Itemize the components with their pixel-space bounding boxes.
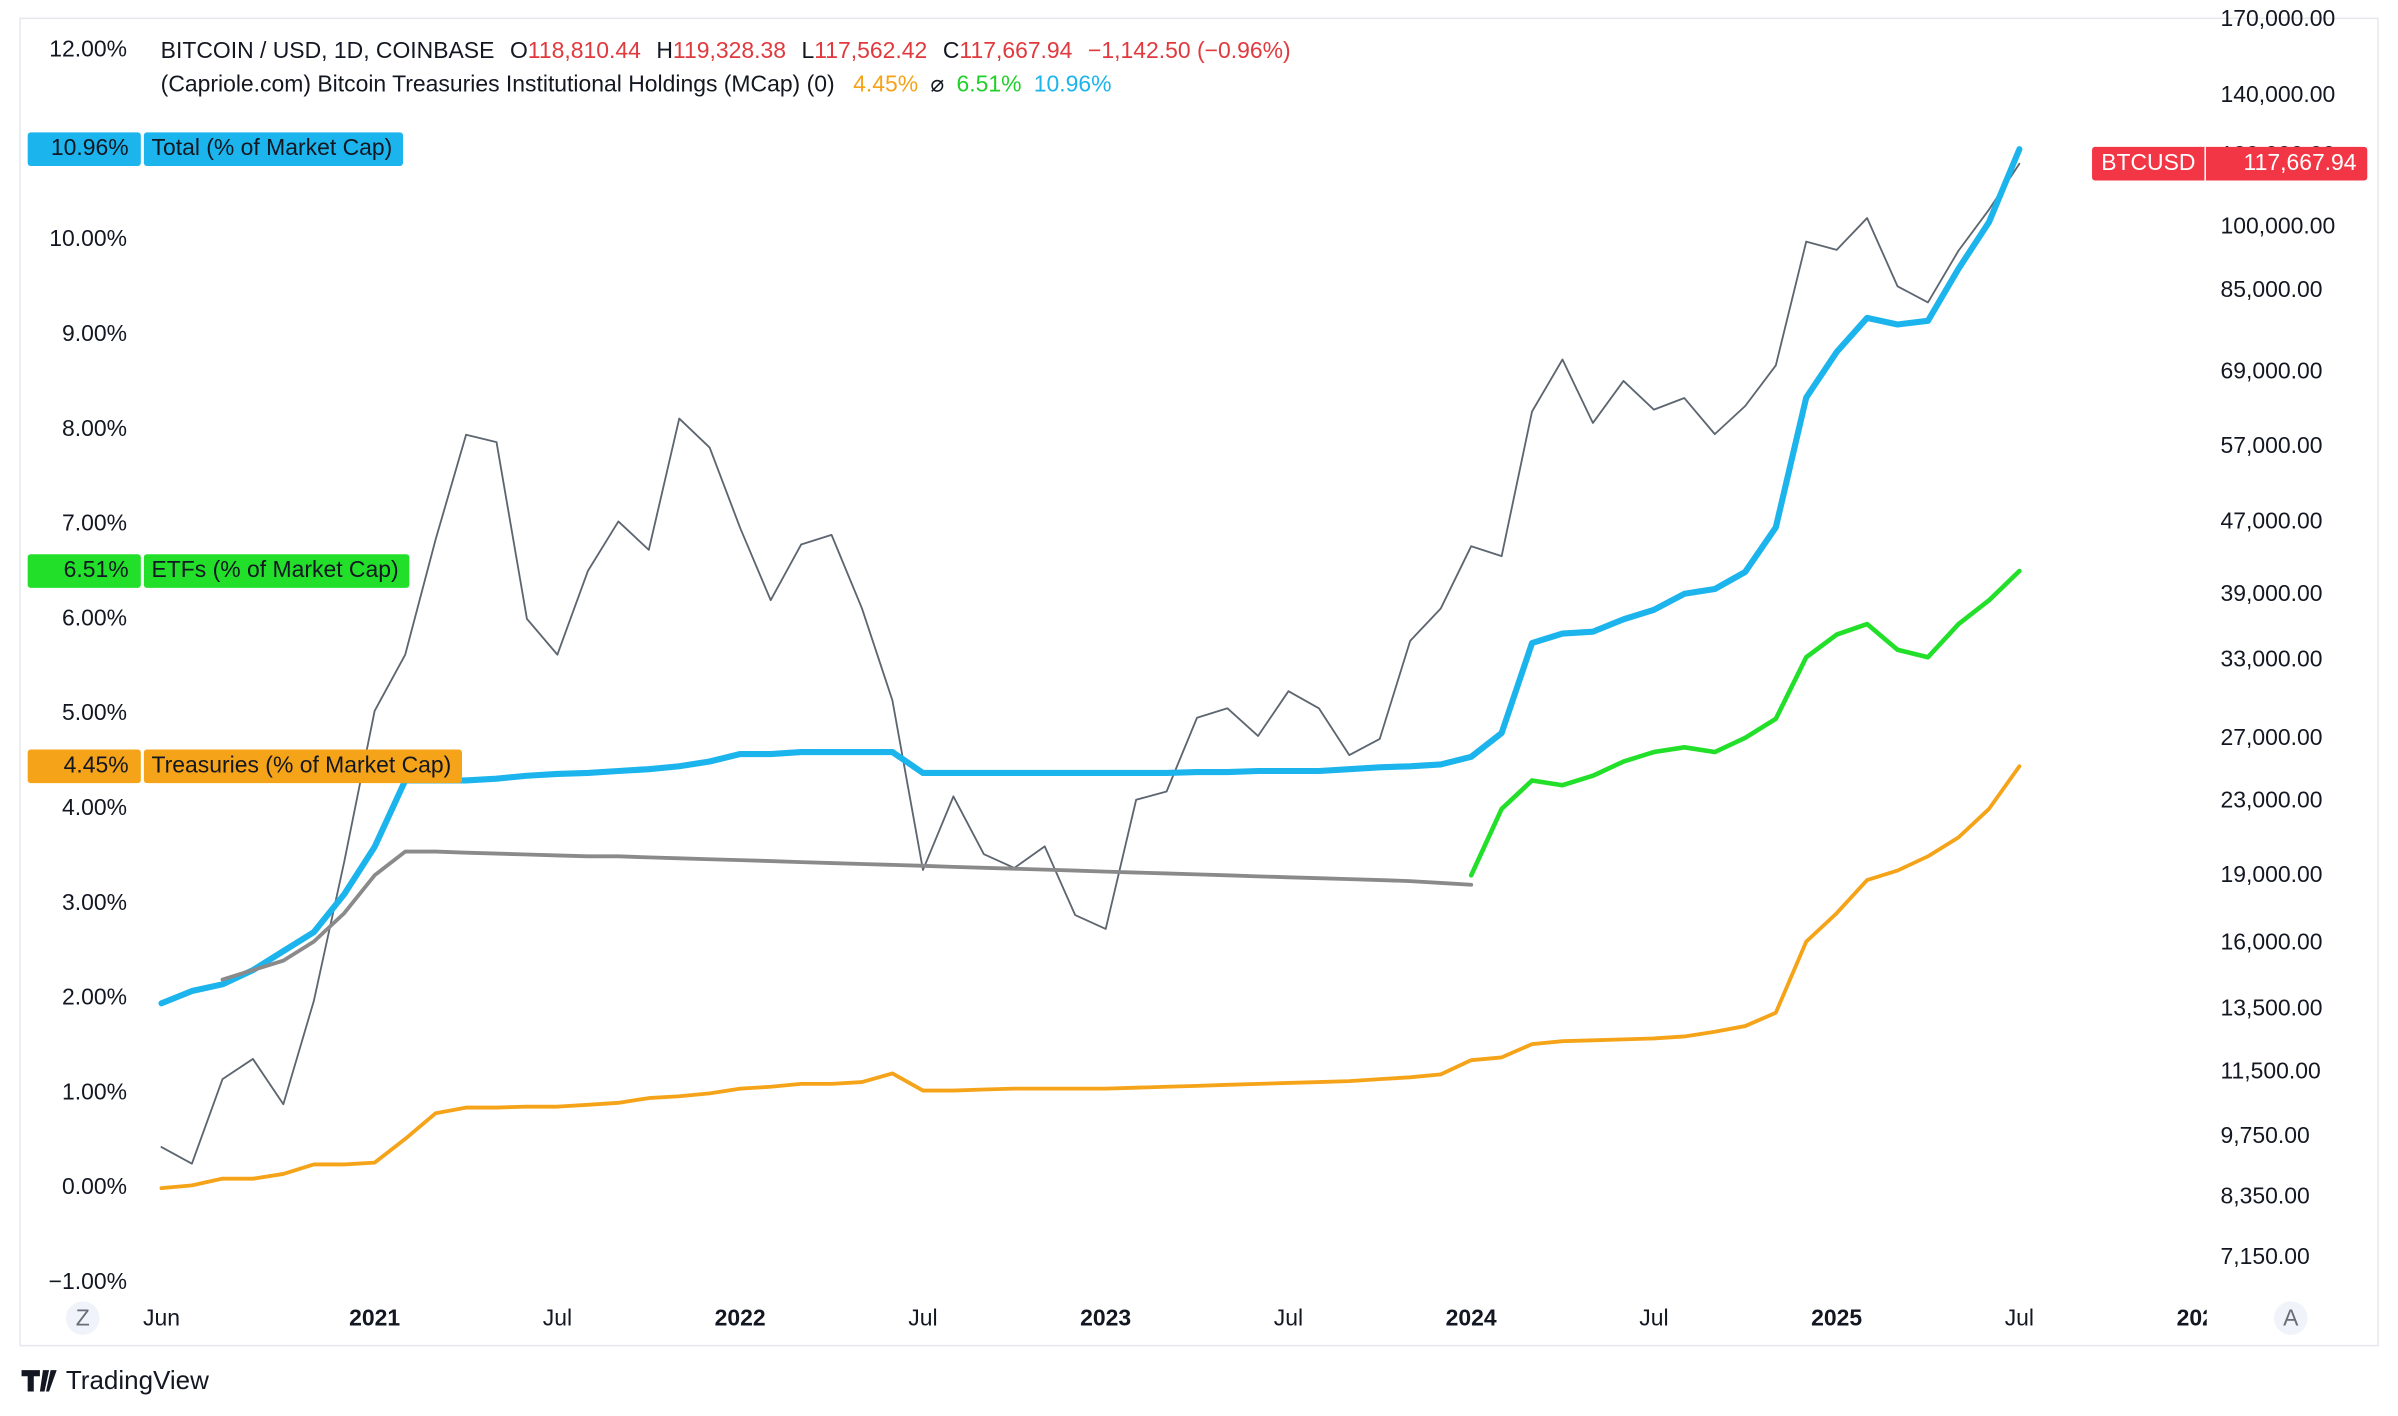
y-tick-label: 5.00% xyxy=(62,699,127,725)
x-tick-label: Jun xyxy=(143,1305,180,1331)
symbol: BITCOIN / USD, 1D, COINBASE xyxy=(161,37,495,63)
series-line xyxy=(220,849,1474,982)
tag-name: Treasuries (% of Market Cap) xyxy=(152,751,452,777)
l-label: L xyxy=(802,37,815,63)
tag-value: 6.51% xyxy=(64,556,129,582)
brand-logo xyxy=(21,1370,57,1392)
indicator-legend: (Capriole.com) Bitcoin Treasuries Instit… xyxy=(161,71,1112,97)
indicator-value: 6.51% xyxy=(956,71,1021,97)
y-tick-label: 8.00% xyxy=(62,415,127,441)
price-tag-name: BTCUSD xyxy=(2101,149,2195,175)
y-tick-label: 12.00% xyxy=(49,36,127,62)
y-tick-label: 2.00% xyxy=(62,984,127,1010)
y2-tick-label: 27,000.00 xyxy=(2220,724,2322,750)
y-tick-label: 3.00% xyxy=(62,889,127,915)
series-line xyxy=(158,146,2023,1007)
y-tick-label: 10.00% xyxy=(49,225,127,251)
indicator-value: 4.45% xyxy=(853,71,918,97)
close: 117,667.94 xyxy=(959,37,1072,63)
x-tick-label: Jul xyxy=(908,1305,937,1331)
tags: BTCUSD 117,667.94 10.96% Total (% of Market… xyxy=(27,132,2368,784)
brand: TradingView xyxy=(21,1365,209,1395)
scale-button[interactable]: A xyxy=(2273,1301,2308,1335)
y2-tick-label: 11,500.00 xyxy=(2220,1057,2320,1083)
indicator-value: ⌀ xyxy=(930,71,944,97)
y2-tick-label: 39,000.00 xyxy=(2220,580,2322,606)
x-tick-label: 2022 xyxy=(715,1305,766,1331)
y2-tick-label: 23,000.00 xyxy=(2220,787,2322,813)
y2-tick-label: 7,150.00 xyxy=(2220,1243,2309,1269)
x-tick-label: Jul xyxy=(543,1305,572,1331)
tag-value: 10.96% xyxy=(51,134,129,160)
x-tick-label: Jul xyxy=(2005,1305,2034,1331)
y2-tick-label: 170,000.00 xyxy=(2220,5,2335,31)
change: −1,142.50 (−0.96%) xyxy=(1088,37,1291,63)
x-tick-label: 2024 xyxy=(1446,1305,1497,1331)
series-line xyxy=(159,764,2022,1191)
tag-name-bg xyxy=(143,749,462,784)
x-tick-label: 2026 xyxy=(2177,1305,2228,1331)
price-tag-bg xyxy=(2092,146,2368,181)
tag-value-bg xyxy=(27,749,141,784)
scale-button[interactable]: Z xyxy=(65,1301,100,1335)
x-tick-label: 2021 xyxy=(349,1305,400,1331)
tag-value: 4.45% xyxy=(64,751,129,777)
c-label: C xyxy=(943,37,960,63)
high: 119,328.38 xyxy=(673,37,786,63)
tag-name-bg xyxy=(143,554,410,588)
button-label: Z xyxy=(76,1305,90,1331)
indicator-name: (Capriole.com) Bitcoin Treasuries Instit… xyxy=(161,71,835,97)
tag-name-bg xyxy=(143,132,403,166)
button-bg xyxy=(65,1301,100,1335)
open: 118,810.44 xyxy=(528,37,641,63)
header-ohlc: BITCOIN / USD, 1D, COINBASE O118,810.44 … xyxy=(161,37,1291,63)
y2-tick-label: 19,000.00 xyxy=(2220,861,2322,887)
y2-tick-label: 8,350.00 xyxy=(2220,1182,2309,1208)
y2-tick-label: 9,750.00 xyxy=(2220,1122,2309,1148)
button-label: A xyxy=(2283,1305,2299,1331)
tag-name: Total (% of Market Cap) xyxy=(152,134,393,160)
y2-tick-label: 16,000.00 xyxy=(2220,928,2322,954)
series-line xyxy=(160,162,2021,1165)
y2-tick-label: 85,000.00 xyxy=(2220,276,2322,302)
indicator-value: 10.96% xyxy=(1034,71,1112,97)
y-tick-label: 9.00% xyxy=(62,320,127,346)
y2-tick-label: 100,000.00 xyxy=(2220,212,2335,238)
x-tick-label: 2025 xyxy=(1811,1305,1862,1331)
x-tick-label: 2023 xyxy=(1080,1305,1131,1331)
low: 117,562.42 xyxy=(814,37,927,63)
tag-value-bg xyxy=(27,554,141,588)
y-tick-label: 7.00% xyxy=(62,510,127,536)
button-bg xyxy=(2273,1301,2308,1335)
x-tick-label: Jul xyxy=(1639,1305,1668,1331)
price-tag-value: 117,667.94 xyxy=(2244,149,2357,175)
y2-tick-label: 69,000.00 xyxy=(2220,357,2322,383)
series-line xyxy=(1468,568,2022,878)
tag-name: ETFs (% of Market Cap) xyxy=(152,556,399,582)
brand-name: TradingView xyxy=(66,1365,209,1395)
y2-tick-label: 140,000.00 xyxy=(2220,81,2335,107)
x-tick-label: Jul xyxy=(1274,1305,1303,1331)
y-tick-label: 0.00% xyxy=(62,1173,127,1199)
y2-tick-label: 13,500.00 xyxy=(2220,995,2322,1021)
y-tick-label: 1.00% xyxy=(62,1078,127,1104)
x-axis: Jun 2021 Jul 2022 Jul 2023 Jul 2024 Jul 2025 Jul 20… xyxy=(143,1305,2228,1331)
y-tick-label: −1.00% xyxy=(49,1268,127,1294)
h-label: H xyxy=(656,37,673,63)
series-layer xyxy=(158,146,2023,1191)
y-tick-label: 4.00% xyxy=(62,794,127,820)
y-tick-label: 6.00% xyxy=(62,604,127,630)
y2-tick-label: 33,000.00 xyxy=(2220,645,2322,671)
o-label: O xyxy=(510,37,528,63)
y2-tick-label: 47,000.00 xyxy=(2220,507,2322,533)
y2-tick-label: 57,000.00 xyxy=(2220,432,2322,458)
tag-value-bg xyxy=(27,132,141,166)
chart-frame xyxy=(19,17,2379,1347)
